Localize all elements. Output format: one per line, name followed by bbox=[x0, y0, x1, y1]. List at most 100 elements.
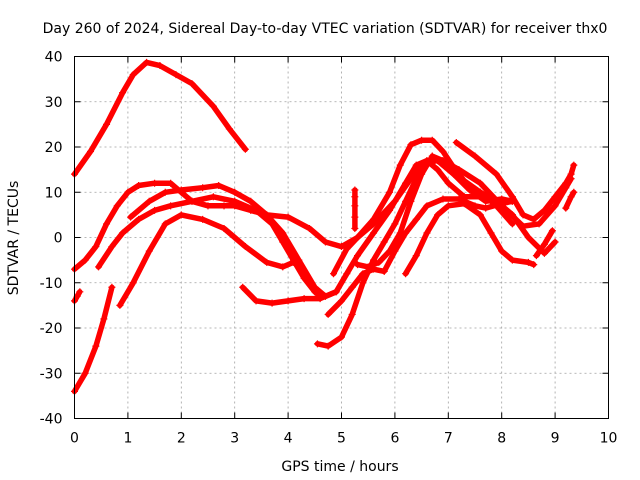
data-point bbox=[396, 161, 404, 169]
data-point bbox=[338, 243, 345, 251]
data-point bbox=[220, 224, 228, 232]
series-trace bbox=[71, 59, 249, 177]
plot-frame bbox=[74, 56, 609, 419]
data-point bbox=[351, 213, 359, 221]
data-point bbox=[247, 197, 255, 205]
series-arc-6 bbox=[116, 211, 297, 309]
data-point bbox=[127, 213, 135, 221]
data-point bbox=[129, 279, 137, 287]
data-point bbox=[354, 261, 362, 269]
x-tick-label: 5 bbox=[337, 431, 346, 447]
data-point bbox=[177, 186, 185, 194]
data-point bbox=[380, 238, 388, 246]
data-point bbox=[241, 243, 249, 251]
data-point bbox=[329, 270, 337, 278]
data-point bbox=[167, 179, 175, 187]
data-point bbox=[423, 202, 431, 210]
data-point bbox=[423, 229, 431, 237]
data-point bbox=[116, 301, 124, 309]
data-point bbox=[370, 215, 378, 223]
data-point bbox=[313, 340, 321, 348]
data-point bbox=[76, 288, 84, 296]
data-point bbox=[476, 179, 484, 187]
data-point bbox=[551, 202, 559, 210]
data-point bbox=[508, 193, 516, 201]
data-point bbox=[321, 238, 329, 246]
data-point bbox=[439, 195, 447, 203]
data-point bbox=[482, 204, 490, 212]
data-point bbox=[241, 145, 249, 153]
data-point bbox=[108, 243, 116, 251]
data-point bbox=[215, 181, 223, 189]
plot-area bbox=[71, 58, 578, 395]
x-tick-label: 1 bbox=[123, 431, 132, 447]
data-point bbox=[434, 166, 442, 174]
series-trace bbox=[325, 196, 516, 318]
data-point bbox=[156, 62, 164, 70]
y-tick-labels: -40 -30 -20 -10 0 10 20 30 40 bbox=[40, 50, 63, 428]
data-point bbox=[92, 342, 100, 350]
data-point bbox=[567, 170, 575, 178]
series-trace bbox=[95, 194, 323, 300]
data-point bbox=[450, 170, 458, 178]
data-point bbox=[359, 270, 367, 278]
data-point bbox=[359, 279, 367, 287]
data-point bbox=[364, 263, 372, 271]
data-point bbox=[338, 297, 345, 305]
data-point bbox=[324, 310, 332, 318]
data-point bbox=[100, 315, 108, 323]
data-point bbox=[570, 161, 578, 169]
data-point bbox=[231, 188, 239, 196]
data-point bbox=[535, 220, 543, 228]
data-point bbox=[434, 211, 442, 219]
data-point bbox=[151, 206, 159, 214]
data-point bbox=[81, 369, 89, 377]
data-point bbox=[113, 202, 121, 210]
data-point bbox=[338, 333, 345, 341]
series-arc-12 bbox=[354, 152, 516, 271]
series-arc-3 bbox=[71, 283, 116, 395]
data-point bbox=[161, 188, 169, 196]
data-point bbox=[143, 58, 151, 66]
data-point bbox=[412, 215, 420, 223]
data-point bbox=[567, 193, 575, 201]
data-point bbox=[466, 186, 474, 194]
data-point bbox=[239, 283, 247, 291]
data-point bbox=[428, 152, 436, 160]
x-tick-label: 6 bbox=[390, 431, 399, 447]
data-point bbox=[188, 80, 196, 88]
data-point bbox=[444, 179, 452, 187]
data-point bbox=[289, 258, 297, 266]
data-point bbox=[332, 288, 340, 296]
data-point bbox=[351, 224, 359, 232]
data-point bbox=[305, 224, 313, 232]
data-point bbox=[199, 184, 207, 192]
data-point bbox=[129, 71, 137, 79]
data-point bbox=[252, 297, 260, 305]
data-point bbox=[455, 195, 463, 203]
data-point bbox=[351, 193, 359, 201]
data-point bbox=[519, 211, 527, 219]
data-point bbox=[530, 215, 538, 223]
data-point bbox=[551, 193, 559, 201]
data-point bbox=[354, 252, 362, 260]
data-point bbox=[476, 211, 484, 219]
y-tick-label: -10 bbox=[40, 276, 63, 292]
data-point bbox=[498, 195, 506, 203]
data-point bbox=[444, 202, 452, 210]
data-point bbox=[412, 161, 420, 169]
x-tick-label: 8 bbox=[497, 431, 506, 447]
data-point bbox=[108, 283, 116, 291]
y-tick-label: 0 bbox=[54, 231, 63, 247]
x-tick-label: 9 bbox=[551, 431, 560, 447]
series-arc-4 bbox=[71, 288, 84, 305]
data-point bbox=[402, 179, 410, 187]
series-arc-15 bbox=[532, 227, 556, 260]
data-point bbox=[351, 186, 359, 194]
data-point bbox=[204, 202, 212, 210]
y-tick-label: -40 bbox=[40, 412, 63, 428]
data-point bbox=[167, 202, 175, 210]
data-point bbox=[343, 270, 351, 278]
series-trace bbox=[117, 212, 297, 309]
